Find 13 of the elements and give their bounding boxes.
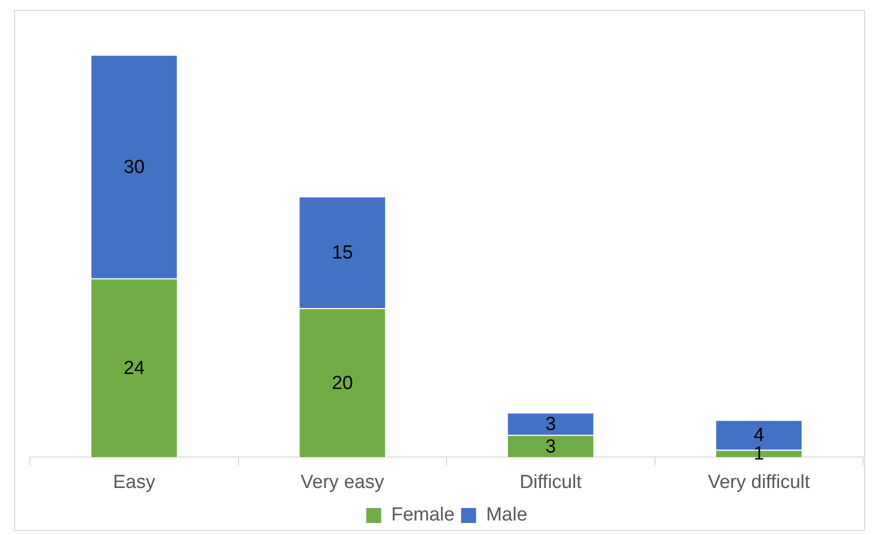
data-label: 20 xyxy=(332,372,353,394)
data-label: 30 xyxy=(124,156,145,178)
legend-label: Female xyxy=(391,504,455,526)
data-label: 4 xyxy=(754,425,765,446)
x-tick-label: Difficult xyxy=(520,472,582,493)
data-label: 15 xyxy=(332,242,353,264)
data-label: 24 xyxy=(124,358,146,379)
data-label: 3 xyxy=(545,414,556,435)
legend-label: Male xyxy=(486,504,528,526)
data-label: 3 xyxy=(545,436,556,458)
x-tick-label: Easy xyxy=(113,472,156,493)
x-tick-label: Very easy xyxy=(300,472,385,493)
x-tick-label: Very difficult xyxy=(708,472,811,493)
